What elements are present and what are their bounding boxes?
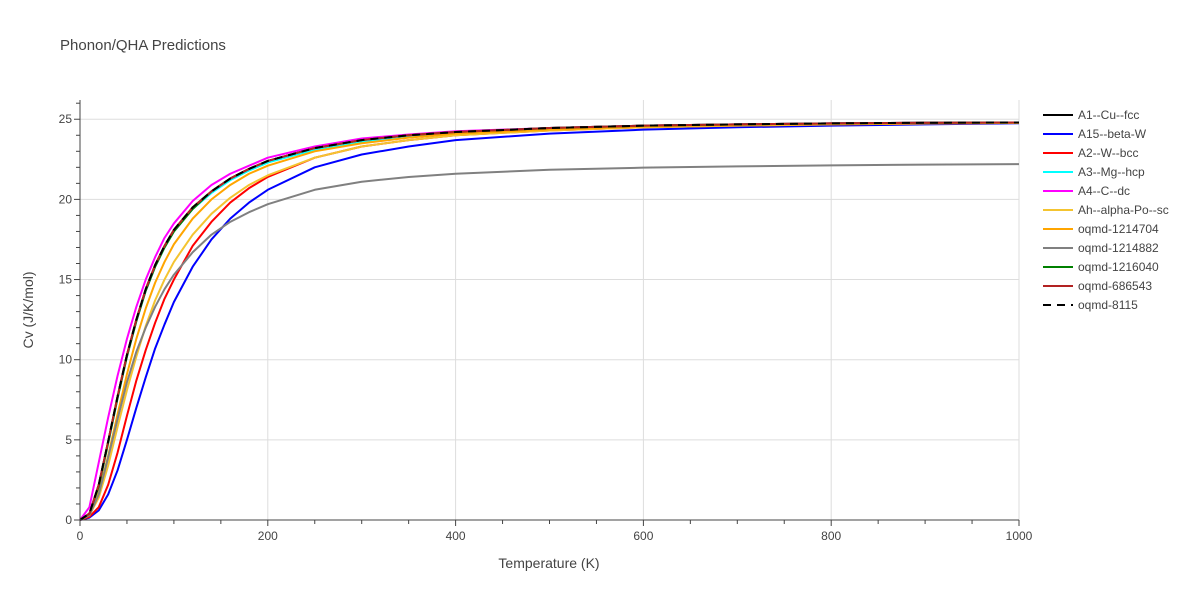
legend-label: A1--Cu--fcc	[1078, 108, 1139, 122]
series-line-oqmd-1214882	[79, 163, 1020, 521]
legend-item[interactable]: oqmd-8115	[1043, 298, 1138, 312]
x-tick-label: 200	[258, 529, 278, 543]
series-line-A4--C--dc	[79, 121, 1020, 521]
y-tick-label: 10	[59, 353, 73, 367]
x-tick-label: 800	[821, 529, 841, 543]
legend-item[interactable]: oqmd-1216040	[1043, 260, 1159, 274]
series-line-oqmd-1216040	[79, 121, 1020, 521]
x-tick-label: 1000	[1006, 529, 1033, 543]
legend-item[interactable]: oqmd-686543	[1043, 279, 1152, 293]
legend-item[interactable]: oqmd-1214882	[1043, 241, 1159, 255]
legend-label: oqmd-8115	[1078, 298, 1138, 312]
grid-lines	[80, 100, 1020, 520]
legend-label: oqmd-1214704	[1078, 222, 1159, 236]
legend-item[interactable]: A3--Mg--hcp	[1043, 165, 1145, 179]
x-tick-label: 400	[446, 529, 466, 543]
legend-item[interactable]: A2--W--bcc	[1043, 146, 1138, 160]
legend-label: oqmd-1216040	[1078, 260, 1159, 274]
legend-item[interactable]: A15--beta-W	[1043, 127, 1147, 141]
chart-title: Phonon/QHA Predictions	[60, 37, 226, 54]
series-line-oqmd-8115	[79, 121, 1020, 521]
legend-item[interactable]: oqmd-1214704	[1043, 222, 1159, 236]
legend-label: A3--Mg--hcp	[1078, 165, 1145, 179]
series-line-A2--W--bcc	[79, 121, 1020, 521]
y-tick-label: 0	[65, 513, 72, 527]
legend-label: A2--W--bcc	[1078, 146, 1138, 160]
series-line-A1--Cu--fcc	[79, 121, 1020, 521]
x-tick-label: 0	[77, 529, 84, 543]
legend-item[interactable]: A1--Cu--fcc	[1043, 108, 1139, 122]
legend-label: oqmd-686543	[1078, 279, 1152, 293]
y-tick-label: 15	[59, 273, 73, 287]
legend-label: oqmd-1214882	[1078, 241, 1159, 255]
legend-item[interactable]: Ah--alpha-Po--sc	[1043, 203, 1169, 217]
y-tick-label: 25	[59, 112, 73, 126]
y-tick-label: 20	[59, 192, 73, 206]
y-axis-title: Cv (J/K/mol)	[20, 272, 36, 349]
legend[interactable]: A1--Cu--fcc A15--beta-W A2--W--bcc A3--Mg--…	[1043, 108, 1169, 312]
legend-item[interactable]: A4--C--dc	[1043, 184, 1130, 198]
series-line-Ah--alpha-Po--sc	[79, 121, 1020, 521]
x-tick-label: 600	[633, 529, 653, 543]
series-line-oqmd-686543	[79, 121, 1020, 521]
legend-label: Ah--alpha-Po--sc	[1078, 203, 1169, 217]
legend-label: A15--beta-W	[1078, 127, 1147, 141]
legend-label: A4--C--dc	[1078, 184, 1130, 198]
plot-area	[79, 121, 1020, 521]
x-axis-title: Temperature (K)	[498, 555, 599, 571]
series-line-oqmd-1214704	[79, 121, 1020, 521]
axes: 0 200 400 600 800 1000 0 5 10 15 20 25	[59, 100, 1033, 543]
y-tick-label: 5	[65, 433, 72, 447]
series-line-A3--Mg--hcp	[79, 121, 1020, 521]
series-line-A15--beta-W	[79, 122, 1020, 521]
